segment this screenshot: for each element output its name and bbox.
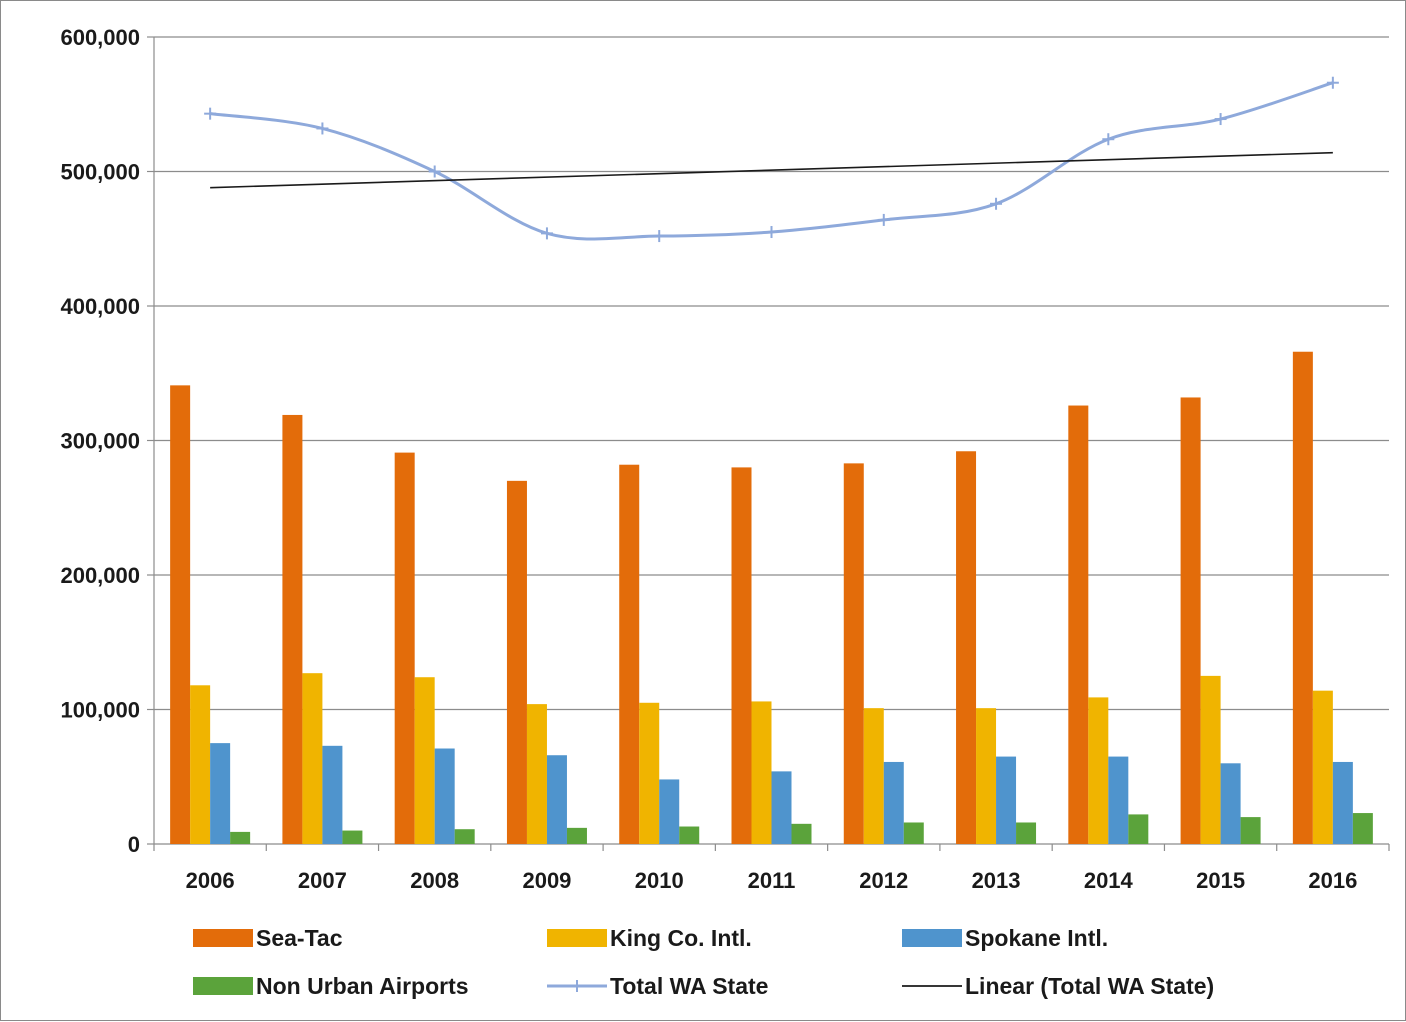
marker-total-wa-state — [428, 165, 441, 178]
bar-sea-tac — [619, 464, 640, 844]
x-tick-label: 2008 — [410, 868, 459, 893]
bar-spokane-intl — [996, 756, 1017, 844]
bar-sea-tac — [956, 451, 977, 844]
bar-non-urban-airports — [230, 831, 251, 844]
marker-total-wa-state — [990, 197, 1003, 210]
marker-total-wa-state — [765, 226, 778, 239]
legend-item-sea-tac: Sea-Tac — [193, 925, 343, 951]
y-tick-label: 500,000 — [60, 160, 140, 185]
bar-spokane-intl — [883, 761, 904, 844]
legend-label: Total WA State — [610, 973, 768, 999]
bar-spokane-intl — [210, 743, 231, 844]
x-tick-label: 2013 — [972, 868, 1021, 893]
y-tick-label: 600,000 — [60, 25, 140, 50]
tick-labels: 0 100,000 200,000 300,000 400,000 500,000 600,… — [60, 25, 1357, 893]
bar-king-co-intl — [1088, 697, 1109, 844]
legend-label: Spokane Intl. — [965, 925, 1108, 951]
legend-swatch — [547, 929, 607, 947]
marker-total-wa-state — [540, 227, 553, 240]
marker-total-wa-state — [1102, 133, 1115, 146]
marker-total-wa-state — [653, 230, 666, 243]
x-tick-label: 2006 — [186, 868, 235, 893]
bar-non-urban-airports — [1240, 817, 1261, 844]
x-tick-label: 2016 — [1308, 868, 1357, 893]
legend-label: King Co. Intl. — [610, 925, 752, 951]
legend-label: Non Urban Airports — [256, 973, 469, 999]
bar-king-co-intl — [414, 677, 435, 844]
legend-label: Sea-Tac — [256, 925, 343, 951]
bar-king-co-intl — [751, 701, 772, 844]
marker-total-wa-state — [877, 213, 890, 226]
bar-non-urban-airports — [679, 826, 700, 844]
bar-king-co-intl — [526, 704, 547, 844]
legend-label: Linear (Total WA State) — [965, 973, 1214, 999]
y-tick-label: 300,000 — [60, 429, 140, 454]
bar-king-co-intl — [302, 673, 323, 844]
x-tick-label: 2011 — [748, 868, 796, 893]
legend-swatch — [193, 977, 253, 995]
bar-sea-tac — [170, 385, 191, 844]
line-series — [204, 76, 1339, 243]
bar-non-urban-airports — [903, 822, 924, 844]
x-tick-label: 2010 — [635, 868, 684, 893]
bar-king-co-intl — [190, 685, 211, 844]
bar-spokane-intl — [659, 779, 680, 844]
bar-non-urban-airports — [342, 830, 363, 844]
legend-item-total-wa-state: Total WA State — [547, 973, 768, 999]
legend-swatch — [193, 929, 253, 947]
bar-non-urban-airports — [1128, 814, 1149, 844]
y-tick-label: 200,000 — [60, 563, 140, 588]
bar-spokane-intl — [1332, 761, 1353, 844]
x-tick-label: 2012 — [859, 868, 908, 893]
legend-item-non-urban-airports: Non Urban Airports — [193, 973, 469, 999]
bar-spokane-intl — [322, 745, 343, 844]
bar-spokane-intl — [771, 771, 792, 844]
y-tick-label: 100,000 — [60, 698, 140, 723]
bar-spokane-intl — [1220, 763, 1241, 844]
bar-non-urban-airports — [1352, 813, 1373, 844]
bar-king-co-intl — [976, 708, 997, 844]
marker-total-wa-state — [204, 107, 217, 120]
legend: Sea-Tac King Co. Intl. Spokane Intl. Non Ur… — [193, 925, 1214, 999]
bar-sea-tac — [1180, 397, 1201, 844]
bar-king-co-intl — [639, 702, 660, 844]
bar-king-co-intl — [1200, 675, 1221, 844]
bar-spokane-intl — [1108, 756, 1129, 844]
marker-total-wa-state — [1214, 113, 1227, 126]
bar-non-urban-airports — [454, 829, 475, 844]
bar-sea-tac — [506, 480, 527, 844]
x-tick-label: 2009 — [522, 868, 571, 893]
bar-spokane-intl — [434, 748, 455, 844]
bar-non-urban-airports — [1016, 822, 1037, 844]
bar-sea-tac — [1068, 405, 1089, 844]
bar-sea-tac — [394, 452, 415, 844]
bar-non-urban-airports — [566, 827, 587, 844]
x-tick-label: 2007 — [298, 868, 347, 893]
bar-king-co-intl — [1312, 690, 1333, 844]
marker-total-wa-state — [1326, 76, 1339, 89]
line-total-wa-state — [209, 81, 1334, 241]
legend-swatch — [902, 929, 962, 947]
bar-sea-tac — [731, 467, 752, 844]
bar-sea-tac — [843, 463, 864, 844]
y-tick-label: 400,000 — [60, 294, 140, 319]
legend-item-king-co-intl: King Co. Intl. — [547, 925, 752, 951]
trendline-linear-total-wa-state — [210, 151, 1333, 189]
bar-sea-tac — [1292, 351, 1313, 844]
grid-lines — [154, 36, 1389, 711]
bar-king-co-intl — [863, 708, 884, 844]
bar-series — [170, 351, 1373, 844]
bar-sea-tac — [282, 414, 303, 844]
bar-non-urban-airports — [791, 823, 812, 844]
legend-item-spokane-intl: Spokane Intl. — [902, 925, 1108, 951]
legend-item-linear-total-wa-state: Linear (Total WA State) — [902, 973, 1214, 999]
y-tick-label: 0 — [128, 832, 140, 857]
x-tick-label: 2014 — [1084, 868, 1134, 893]
x-tick-label: 2015 — [1196, 868, 1245, 893]
bar-spokane-intl — [546, 755, 567, 844]
marker-total-wa-state — [316, 122, 329, 135]
